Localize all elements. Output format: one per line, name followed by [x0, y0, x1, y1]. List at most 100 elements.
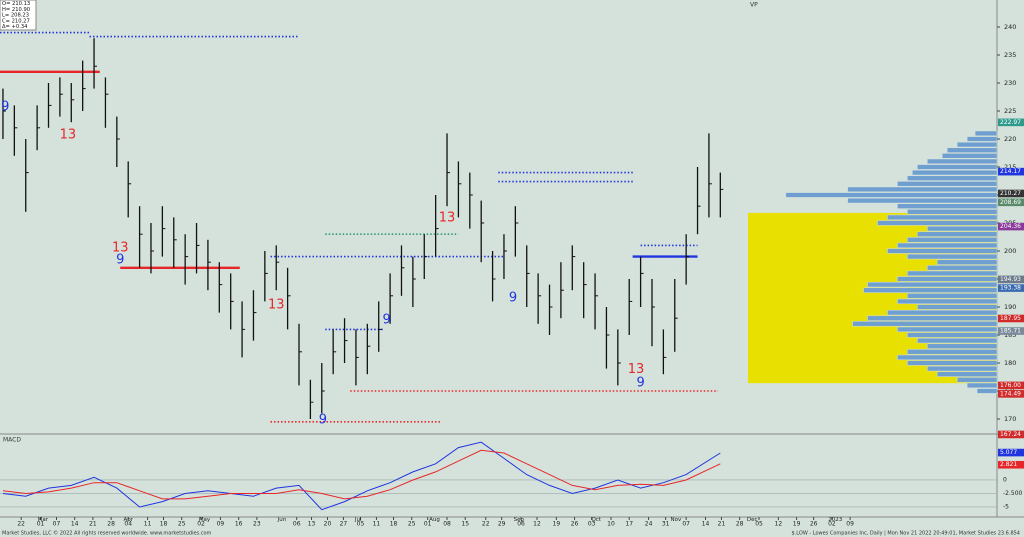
x-tick-label: 21 [89, 521, 97, 528]
profile-bar [927, 265, 998, 271]
profile-bar [917, 231, 998, 237]
td-count: 13 [439, 210, 456, 225]
x-tick-label: 01 [424, 521, 432, 528]
price-label: 185.71 [1000, 328, 1021, 335]
x-tick-label: 01 [37, 521, 45, 528]
x-tick-label: 02 [197, 521, 205, 528]
profile-bar [936, 259, 998, 265]
profile-bar [852, 321, 998, 327]
x-tick-label: 08 [443, 521, 451, 528]
profile-bar [877, 220, 998, 226]
macd-tick-label: -2.500 [1003, 490, 1023, 497]
price-label-box [998, 381, 1024, 390]
x-tick-label: 23 [253, 521, 261, 528]
x-tick-label: 15 [461, 521, 469, 528]
x-tick-label: 25 [408, 521, 416, 528]
x-tick-label: 22 [17, 521, 25, 528]
profile-bar [912, 169, 998, 176]
x-tick-label: 18 [160, 521, 168, 528]
macd-tick-label: -5 [1003, 503, 1009, 510]
profile-bar [897, 326, 998, 333]
price-label: 167.24 [1000, 431, 1021, 438]
x-tick-label: 14 [71, 521, 79, 528]
profile-bar [907, 237, 998, 243]
month-label: 2023 [828, 517, 842, 523]
y-tick-label: 190 [1004, 303, 1016, 311]
y-tick-label: 185 [1004, 331, 1016, 339]
macd-value: 5.077 [1000, 449, 1017, 456]
td-count: 13 [628, 362, 645, 377]
price-label: 193.38 [1000, 285, 1021, 292]
price-label-box [998, 327, 1024, 335]
td-count: 9 [383, 312, 391, 327]
x-tick-label: 09 [846, 521, 854, 528]
profile-bar [897, 354, 998, 361]
profile-bar [966, 382, 998, 389]
x-tick-label: 11 [373, 521, 381, 528]
price-label: 194.93 [1000, 276, 1021, 283]
y-tick-label: 170 [1004, 415, 1016, 423]
profile-bar [976, 388, 998, 394]
profile-bar [887, 248, 998, 254]
x-tick-label: 07 [53, 521, 61, 528]
y-tick-label: 180 [1004, 359, 1016, 367]
y-tick-label: 200 [1004, 247, 1016, 255]
y-tick-label: 230 [1004, 79, 1016, 87]
x-tick-label: 05 [755, 521, 763, 528]
price-label-box [998, 189, 1024, 198]
price-label-box [998, 284, 1024, 292]
price-label: 204.36 [1000, 223, 1021, 230]
x-tick-label: 12 [533, 521, 541, 528]
x-tick-label: 06 [517, 521, 525, 528]
profile-bar [907, 270, 998, 277]
y-tick-label: 215 [1004, 163, 1016, 171]
month-label: Sep [514, 517, 525, 523]
month-label: May [199, 517, 211, 523]
profile-bar [917, 164, 998, 170]
price-label: 174.49 [1000, 390, 1021, 397]
price-label: 176.00 [1000, 382, 1021, 389]
x-tick-label: 31 [662, 521, 670, 528]
price-label-box [998, 430, 1024, 439]
profile-bar [927, 158, 998, 165]
price-label-box [998, 314, 1024, 323]
profile-bar [917, 304, 998, 310]
x-tick-label: 26 [571, 521, 579, 528]
month-label: Mar [38, 517, 49, 523]
x-tick-label: 16 [235, 521, 243, 528]
td-count: 9 [1, 100, 9, 115]
x-tick-label: 09 [217, 521, 225, 528]
x-tick-label: 02 [828, 521, 836, 528]
x-tick-label: 24 [645, 521, 653, 528]
profile-bar [956, 377, 998, 383]
price-label: 210.27 [1000, 190, 1021, 197]
macd-label: MACD [3, 437, 21, 444]
month-label: Jul [354, 517, 362, 523]
y-tick-label: 235 [1004, 51, 1016, 59]
x-tick-label: 28 [736, 521, 744, 528]
price-label-box [998, 275, 1024, 284]
x-tick-label: 18 [390, 521, 398, 528]
y-tick-label: 220 [1004, 135, 1016, 143]
profile-bar [946, 147, 998, 153]
ohlc-line: Δ= +0.34 [2, 24, 28, 30]
x-tick-label: 28 [107, 521, 115, 528]
profile-bar [966, 136, 998, 142]
profile-bar [927, 343, 998, 349]
month-label: Oct [591, 517, 601, 523]
x-tick-label: 14 [702, 521, 710, 528]
x-tick-label: 12 [775, 521, 783, 528]
profile-bar [907, 293, 998, 299]
x-tick-label: 17 [625, 521, 633, 528]
profile-bar [785, 192, 998, 198]
price-label: 187.95 [1000, 315, 1021, 322]
profile-bar [927, 365, 998, 372]
x-tick-label: 21 [718, 521, 726, 528]
x-tick-label: 13 [308, 521, 316, 528]
x-tick-label: 27 [340, 521, 348, 528]
profile-bar [907, 360, 998, 366]
profile-bar [941, 153, 998, 159]
profile-bar [847, 197, 998, 204]
price-label-box [998, 198, 1024, 207]
